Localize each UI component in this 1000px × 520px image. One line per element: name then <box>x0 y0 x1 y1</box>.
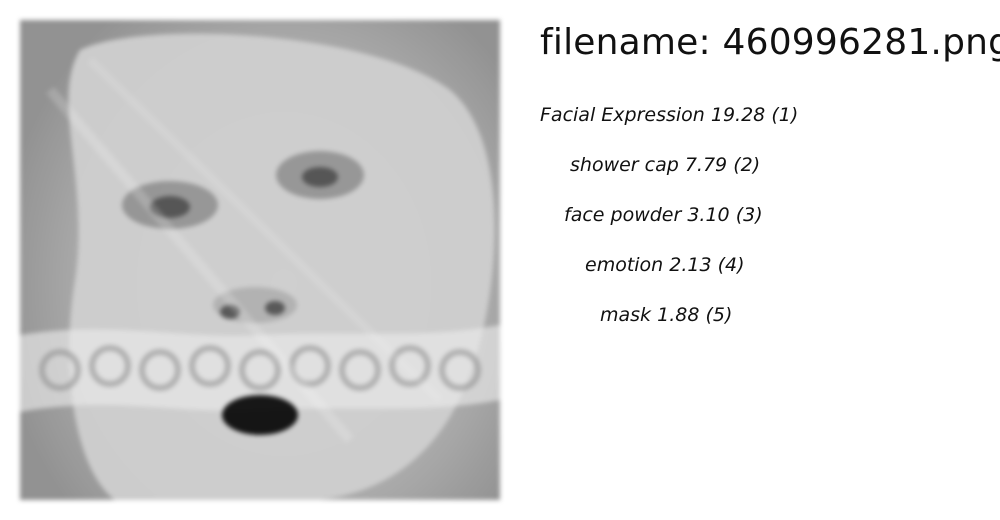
result-row-5: mask 1.88 (5) <box>600 304 732 326</box>
result-label-4: emotion <box>585 254 664 276</box>
result-rank-5: (5) <box>705 304 733 326</box>
result-score-5: 1.88 <box>657 304 700 326</box>
result-label-3: face powder <box>564 204 682 226</box>
result-label-1: Facial Expression <box>540 104 705 126</box>
result-row-1: Facial Expression 19.28 (1) <box>540 104 798 126</box>
result-score-2: 7.79 <box>684 154 728 176</box>
result-rank-4: (4) <box>717 254 745 276</box>
result-row-4: emotion 2.13 (4) <box>585 254 745 276</box>
face-image-graphic <box>20 20 500 500</box>
result-row-3: face powder 3.10 (3) <box>564 204 763 226</box>
result-row-2: shower cap 7.79 (2) <box>570 154 760 176</box>
result-rank-1: (1) <box>771 104 799 126</box>
result-label-2: shower cap <box>570 154 679 176</box>
result-score-3: 3.10 <box>687 204 730 226</box>
result-rank-3: (3) <box>735 204 763 226</box>
filename-title: filename: 460996281.png <box>540 22 1000 63</box>
face-image <box>20 20 500 500</box>
result-score-4: 2.13 <box>669 254 712 276</box>
result-label-5: mask <box>600 304 652 326</box>
result-score-1: 19.28 <box>710 104 766 126</box>
result-rank-2: (2) <box>733 154 761 176</box>
